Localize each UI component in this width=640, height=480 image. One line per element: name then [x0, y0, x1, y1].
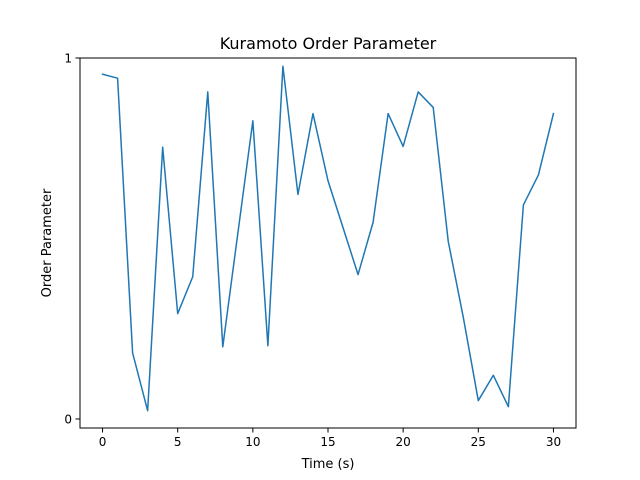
y-axis: 01 — [64, 52, 80, 426]
chart-title: Kuramoto Order Parameter — [220, 34, 437, 53]
series-line-0 — [101, 65, 555, 412]
y-tick-label: 0 — [64, 412, 72, 426]
x-tick-label: 0 — [99, 435, 107, 449]
x-tick-label: 5 — [174, 435, 182, 449]
x-tick-label: 10 — [245, 435, 260, 449]
x-axis: 0 5 10 15 20 25 30 — [99, 428, 561, 449]
x-tick-label: 25 — [471, 435, 486, 449]
x-axis-label: Time (s) — [301, 457, 355, 472]
plot-area — [101, 65, 555, 412]
x-tick-label: 15 — [320, 435, 335, 449]
x-tick-label: 20 — [396, 435, 411, 449]
y-tick-label: 1 — [64, 52, 72, 66]
y-axis-label: Order Parameter — [40, 188, 55, 297]
x-tick-label: 30 — [546, 435, 561, 449]
